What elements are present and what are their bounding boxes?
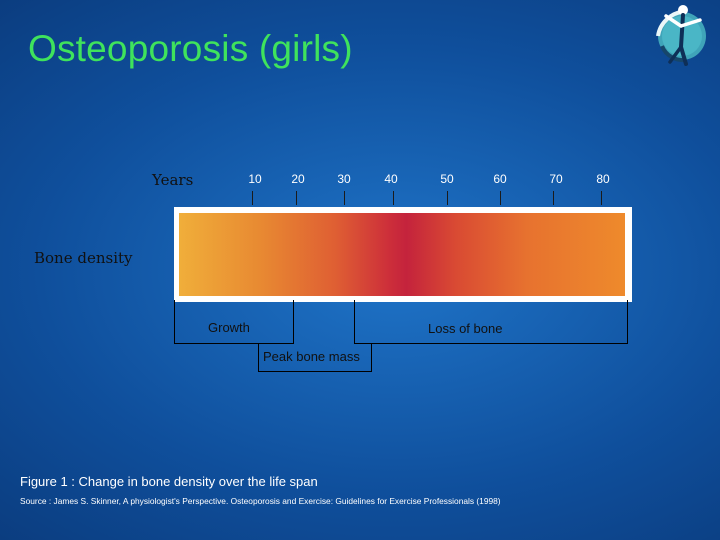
tick-label: 60 (493, 172, 507, 186)
growth-bracket (174, 300, 294, 344)
tick-mark (553, 191, 554, 205)
stick-figure-logo-icon (656, 5, 706, 66)
tick-mark (252, 191, 253, 205)
bone-density-label: Bone density (34, 249, 133, 267)
tick-mark (393, 191, 394, 205)
tick-mark (296, 191, 297, 205)
tick-label: 30 (337, 172, 351, 186)
tick-label: 70 (549, 172, 563, 186)
tick-mark (500, 191, 501, 205)
growth-label: Growth (208, 320, 250, 335)
tick-label: 80 (596, 172, 610, 186)
years-axis-label: Years (152, 171, 194, 189)
tick-label: 10 (248, 172, 262, 186)
figure-caption: Figure 1 : Change in bone density over t… (20, 474, 318, 489)
loss-of-bone-label: Loss of bone (428, 321, 503, 336)
bone-density-gradient-bar (179, 213, 625, 296)
loss-of-bone-bracket (354, 300, 628, 344)
tick-label: 20 (291, 172, 305, 186)
slide-title: Osteoporosis (girls) (28, 28, 353, 69)
peak-bone-mass-label: Peak bone mass (263, 349, 360, 364)
tick-label: 50 (440, 172, 454, 186)
tick-mark (601, 191, 602, 205)
source-caption: Source : James S. Skinner, A physiologis… (20, 496, 501, 506)
tick-mark (344, 191, 345, 205)
tick-mark (447, 191, 448, 205)
tick-label: 40 (384, 172, 398, 186)
peak-bone-mass-bracket (258, 344, 372, 372)
